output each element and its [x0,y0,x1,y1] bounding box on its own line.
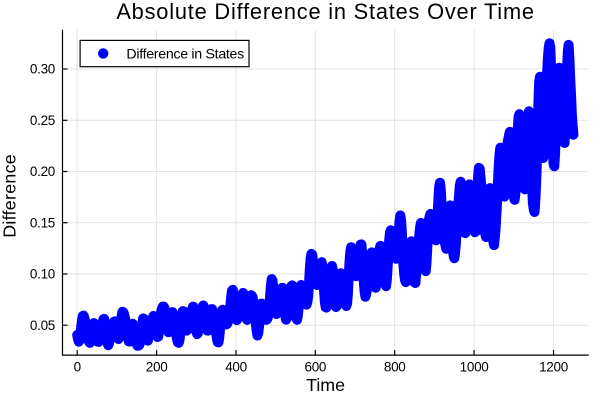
svg-text:0: 0 [74,360,81,375]
svg-text:0.25: 0.25 [30,113,55,128]
svg-text:Absolute Difference in States: Absolute Difference in States Over Time [116,0,534,24]
svg-text:800: 800 [384,360,406,375]
svg-text:0.05: 0.05 [30,318,55,333]
svg-text:400: 400 [225,360,247,375]
svg-text:Time: Time [306,375,345,395]
svg-text:600: 600 [304,360,326,375]
svg-text:0.20: 0.20 [30,164,55,179]
svg-text:0.30: 0.30 [30,62,55,77]
svg-text:Difference in States: Difference in States [126,47,244,63]
svg-text:Difference: Difference [0,154,20,238]
svg-text:1000: 1000 [460,360,489,375]
svg-text:0.15: 0.15 [30,215,55,230]
svg-text:200: 200 [146,360,168,375]
svg-text:1200: 1200 [539,360,568,375]
svg-text:0.10: 0.10 [30,267,55,282]
